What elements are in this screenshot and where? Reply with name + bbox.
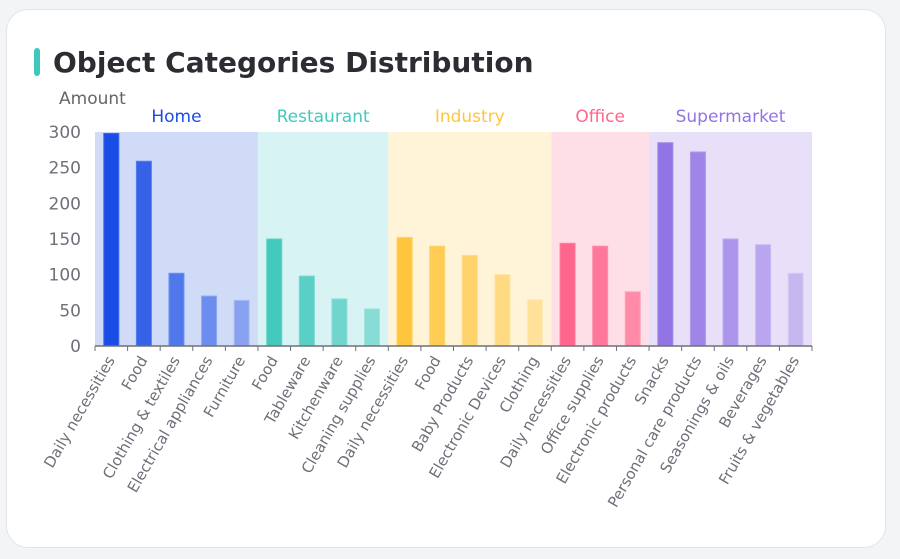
group-label-industry: Industry [435,107,505,127]
y-tick-label: 100 [49,266,81,286]
bar [787,272,804,347]
bar [755,244,772,347]
bar [201,295,218,347]
bar [722,238,739,347]
bar [298,275,315,347]
group-label-home: Home [151,107,201,127]
x-tick-label: Food [411,353,445,393]
bar [592,245,609,347]
bar [135,160,152,347]
x-tick-label: Food [248,353,282,393]
group-label-office: Office [575,107,625,127]
bar [103,132,120,347]
bar [168,272,185,347]
bar [689,151,706,347]
group-label-restaurant: Restaurant [277,107,370,127]
bar [624,291,641,347]
y-tick-label: 300 [49,123,81,143]
y-tick-label: 50 [59,301,81,321]
y-tick-label: 150 [49,230,81,250]
bar [396,237,413,347]
bar [266,238,283,347]
y-tick-label: 0 [70,337,81,357]
bar [559,242,576,347]
x-tick-label: Food [118,353,152,393]
bar [364,308,381,347]
group-label-supermarket: Supermarket [676,107,786,127]
chart-title: Object Categories Distribution [53,46,534,79]
bar [429,245,446,347]
y-tick-label: 200 [49,194,81,214]
bar [233,299,250,347]
title-accent-bar [34,48,40,76]
y-tick-label: 250 [49,159,81,179]
x-tick-label: Daily necessities [40,353,119,471]
bar [331,298,348,347]
y-axis-label: Amount [59,89,126,109]
bar [526,299,543,347]
bar [461,254,478,347]
bar [657,142,674,347]
bar [494,274,511,347]
